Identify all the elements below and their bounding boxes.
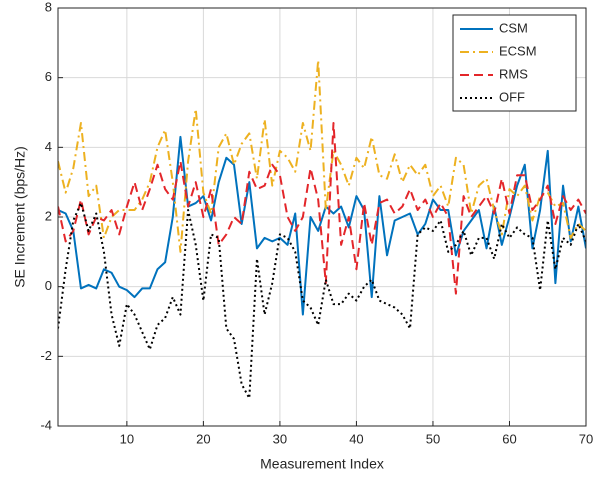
x-tick-label: 40 bbox=[349, 431, 363, 446]
y-tick-label: 2 bbox=[45, 208, 52, 223]
y-tick-label: -2 bbox=[40, 348, 52, 363]
y-axis-label: SE Increment (bps/Hz) bbox=[12, 146, 28, 288]
series-line bbox=[58, 202, 586, 400]
legend-label: OFF bbox=[499, 89, 525, 104]
series-line bbox=[58, 121, 586, 295]
x-tick-label: 70 bbox=[579, 431, 593, 446]
x-tick-label: 30 bbox=[273, 431, 287, 446]
legend-label: ECSM bbox=[499, 43, 537, 58]
x-tick-label: 50 bbox=[426, 431, 440, 446]
y-tick-label: 6 bbox=[45, 69, 52, 84]
y-tick-label: 8 bbox=[45, 0, 52, 14]
series-line bbox=[58, 135, 586, 316]
legend-box bbox=[452, 14, 577, 112]
y-tick-label: -4 bbox=[40, 417, 52, 432]
y-tick-label: 0 bbox=[45, 278, 52, 293]
series-line bbox=[58, 59, 586, 253]
x-tick-label: 20 bbox=[196, 431, 210, 446]
legend-label: RMS bbox=[499, 66, 528, 81]
x-tick-label: 60 bbox=[502, 431, 516, 446]
x-axis-label: Measurement Index bbox=[260, 456, 384, 472]
x-tick-label: 10 bbox=[120, 431, 134, 446]
y-tick-label: 4 bbox=[45, 139, 52, 154]
legend-label: CSM bbox=[499, 20, 528, 35]
